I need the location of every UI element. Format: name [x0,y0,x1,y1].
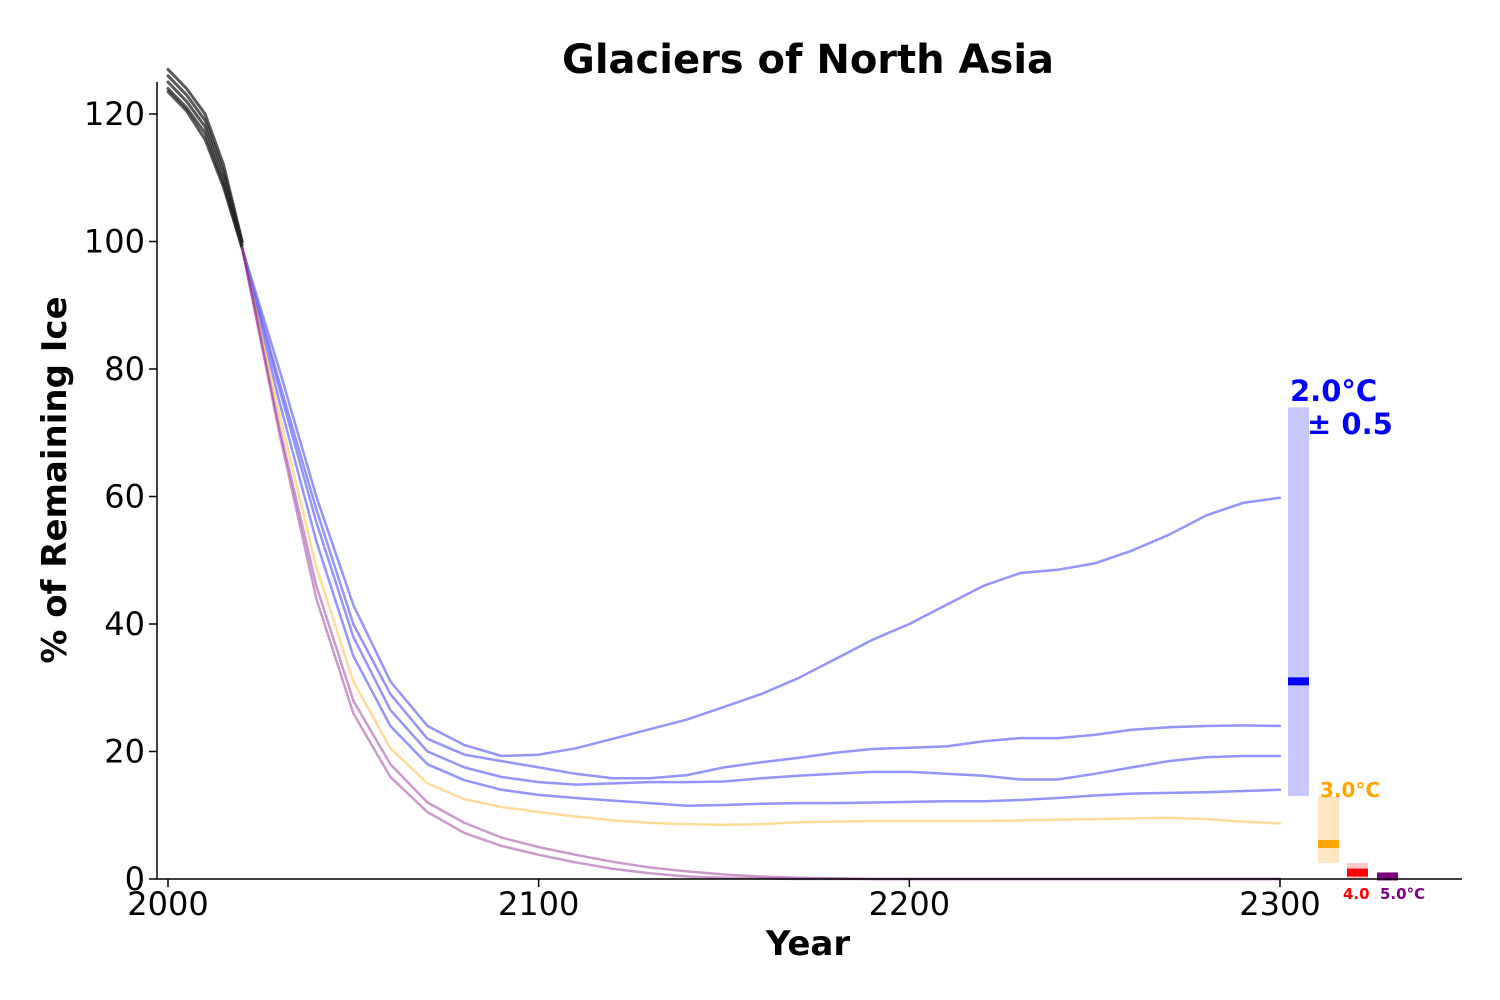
range-labels: 2.0°C ± 0.5 3.0°C 4.0 5.0°C [1290,374,1425,903]
x-axis-label: Year [765,924,851,964]
x-tick-label: 2200 [869,885,950,923]
series-layer [166,67,1282,881]
label-5-0: 5.0°C [1380,885,1425,903]
x-ticks: 2000 2100 2200 2300 [127,879,1321,923]
median-mark-5-0 [1377,872,1398,881]
median-mark-3-0 [1318,839,1339,848]
range-layer [1288,407,1398,881]
series-line-historical-1 [166,80,244,247]
series-line-historical-4 [166,67,244,243]
label-4-0: 4.0 [1343,885,1370,903]
y-ticks: 0 20 40 60 80 100 120 [84,95,157,898]
range-bar-2-0 [1288,407,1309,797]
y-tick-label: 40 [104,605,145,643]
series-line-2-0-8 [240,246,1282,807]
y-tick-label: 0 [125,860,145,898]
range-bar-3-0 [1318,796,1339,864]
median-mark-4-0 [1347,868,1368,877]
series-line-historical-3 [166,90,244,250]
x-tick-label: 2100 [498,885,579,923]
chart-title: Glaciers of North Asia [562,37,1054,83]
y-tick-label: 100 [84,223,145,261]
series-line-3-0-9 [240,246,1282,827]
series-line-2-0-5 [240,246,1282,758]
x-tick-label: 2300 [1239,885,1320,923]
y-tick-label: 20 [104,733,145,771]
median-mark-2-0 [1288,677,1309,686]
label-2-0-line1: 2.0°C [1290,374,1377,408]
series-line-5-0-11 [240,246,1282,881]
y-axis-label: % of Remaining Ice [35,296,75,663]
series-line-2-0-6 [240,246,1282,780]
y-tick-label: 60 [104,478,145,516]
label-2-0-line2: ± 0.5 [1307,407,1393,441]
series-line-2-0-7 [240,246,1282,786]
y-tick-label: 80 [104,350,145,388]
label-3-0: 3.0°C [1320,778,1380,802]
y-tick-label: 120 [84,95,145,133]
x-tick-label: 2000 [127,885,208,923]
